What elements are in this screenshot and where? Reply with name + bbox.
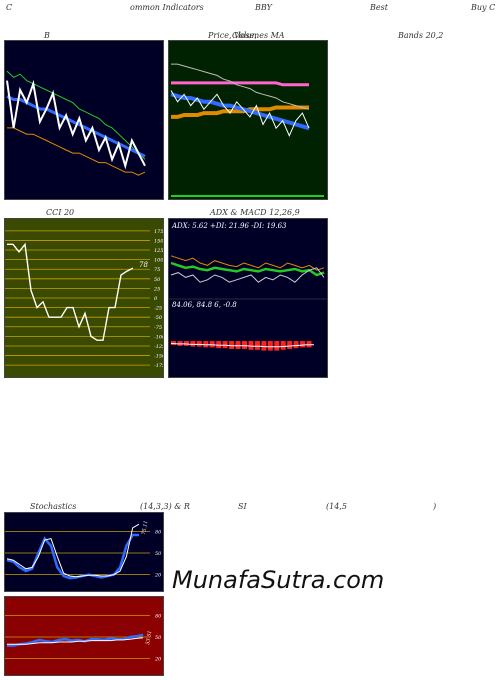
cci-tick-label: -25 xyxy=(154,306,162,312)
bb-series-lower xyxy=(7,127,146,176)
adx-macd-title: ADX & MACD 12,26,9 xyxy=(210,208,300,217)
cci-tick-label: -50 xyxy=(154,315,163,321)
cci-chart: 175 150 125 100 75 50 25 0 -25 -50 -75 -100 -125 -150… xyxy=(5,229,163,369)
cci-tick-label: 25 xyxy=(153,286,160,292)
price-ma-chart xyxy=(170,63,324,197)
stoch-tick-label: 50 xyxy=(155,551,162,557)
pm-series-ma-blue xyxy=(170,92,310,131)
macd-histogram-bar xyxy=(222,341,228,349)
cci-tick-label: -175 xyxy=(154,363,163,369)
pm-series-ma-orange xyxy=(171,105,309,119)
macd-histogram-bar xyxy=(177,341,183,346)
cci-tick-label: -125 xyxy=(154,344,163,350)
price-overlay-label: Close, xyxy=(232,31,257,40)
header-symbol: BBY xyxy=(255,3,272,12)
rsi-tick-label: 80 xyxy=(155,613,162,619)
header-best: Best xyxy=(370,3,388,12)
macd-histogram-bar xyxy=(248,341,254,350)
stoch-series-k xyxy=(6,533,139,580)
bb-series-price xyxy=(6,79,146,170)
bands-title: Bands 20,2 xyxy=(398,31,444,40)
cci-tick-label: 125 xyxy=(154,248,163,254)
stoch-params: (14,3,3) & R xyxy=(140,502,190,511)
macd-histogram-bar xyxy=(183,341,189,346)
cci-last-value: 78 xyxy=(139,261,148,269)
macd-line xyxy=(170,342,314,348)
macd-histogram-bar xyxy=(242,341,247,349)
pm-series-price xyxy=(170,90,310,137)
stoch-series-d xyxy=(6,523,140,578)
watermark: MunafaSutra.com xyxy=(172,566,385,594)
adx-series-adx xyxy=(170,261,325,277)
cci-tick-label: 0 xyxy=(154,296,158,302)
macd-histogram-bar xyxy=(216,341,222,349)
cci-tick-label: -75 xyxy=(154,325,162,331)
macd-histogram-bar xyxy=(274,341,280,351)
cci-tick-label: -100 xyxy=(154,334,163,340)
adx-readout: ADX: 5.62 +DI: 21.96 -DI: 19.63 xyxy=(171,222,287,230)
rsi-series-rsi xyxy=(7,633,144,647)
stoch-tick-label: 20 xyxy=(154,573,162,579)
macd-histogram-bar xyxy=(293,341,299,349)
rsi-tick-label: 20 xyxy=(154,657,162,663)
stoch-title: Stochastics xyxy=(30,502,77,511)
macd-histogram-bar xyxy=(254,341,260,350)
bb-series-upper xyxy=(6,70,146,160)
cci-panel: 175 150 125 100 75 50 25 0 -25 -50 -75 -100 -125 -150… xyxy=(4,218,164,378)
rsi-title: SI xyxy=(238,502,247,511)
macd-histogram-bar xyxy=(235,341,241,349)
macd-histogram-bar xyxy=(287,341,293,349)
price-ma-title: Price, Volumes MA xyxy=(208,31,285,40)
bollinger-title: B xyxy=(44,31,50,40)
rsi-tick-label: 50 xyxy=(155,635,162,641)
adx-series-minus-di xyxy=(170,267,325,283)
bollinger-chart xyxy=(6,70,146,176)
bb-series-middle xyxy=(6,94,146,158)
stoch-chart: 80 50 20 75.11 xyxy=(5,520,162,580)
adx-macd-chart: ADX: 5.62 +DI: 21.96 -DI: 19.63 84.06, 84… xyxy=(169,222,327,351)
cci-title: CCI 20 xyxy=(46,208,75,217)
header-buy: Buy C xyxy=(471,3,496,12)
stoch-last-value: 75.11 xyxy=(141,520,149,535)
macd-histogram-bar xyxy=(280,341,286,350)
cci-tick-label: 50 xyxy=(154,277,161,283)
cci-tick-label: 75 xyxy=(154,267,160,273)
rsi-panel: 80 50 20 53.51 xyxy=(4,596,164,676)
rsi-paren: ) xyxy=(433,502,437,511)
macd-histogram-bar xyxy=(209,341,215,348)
macd-readout: 84.06, 84.8 6, -0.8 xyxy=(172,301,237,309)
cci-tick-label: -150 xyxy=(154,354,163,360)
cci-line xyxy=(7,242,134,341)
adx-macd-panel: ADX: 5.62 +DI: 21.96 -DI: 19.63 84.06, 84… xyxy=(168,218,328,378)
macd-histogram-bar xyxy=(190,341,196,347)
cci-tick-label: 100 xyxy=(154,258,163,264)
macd-histogram-bar xyxy=(196,341,202,347)
macd-histogram-bar xyxy=(261,341,267,351)
rsi-chart: 80 50 20 53.51 xyxy=(5,613,162,663)
rsi-last-value: 53.51 xyxy=(145,630,153,645)
adx-series-plus-di xyxy=(170,255,325,271)
rsi-series-rsi-ma xyxy=(7,637,144,645)
pm-series-ma-pink xyxy=(171,81,309,87)
header-c: C xyxy=(6,3,13,12)
macd-histogram-bar xyxy=(229,341,235,349)
macd-histogram-bar xyxy=(203,341,209,348)
cci-tick-label: 175 xyxy=(154,229,163,235)
pm-series-ma-gray xyxy=(171,63,310,110)
rsi-params: (14,5 xyxy=(326,502,347,511)
header-common-indicators: ommon Indicators xyxy=(130,3,204,12)
cci-tick-label: 150 xyxy=(154,238,163,244)
macd-histogram-bar xyxy=(267,341,273,351)
macd-histogram-bar xyxy=(300,341,306,348)
stoch-tick-label: 80 xyxy=(155,529,162,535)
price-ma-panel xyxy=(168,40,328,200)
macd-histogram-bar xyxy=(306,341,312,348)
stoch-panel: 80 50 20 75.11 xyxy=(4,512,164,592)
bollinger-panel xyxy=(4,40,164,200)
macd-histogram-bar xyxy=(171,341,176,345)
